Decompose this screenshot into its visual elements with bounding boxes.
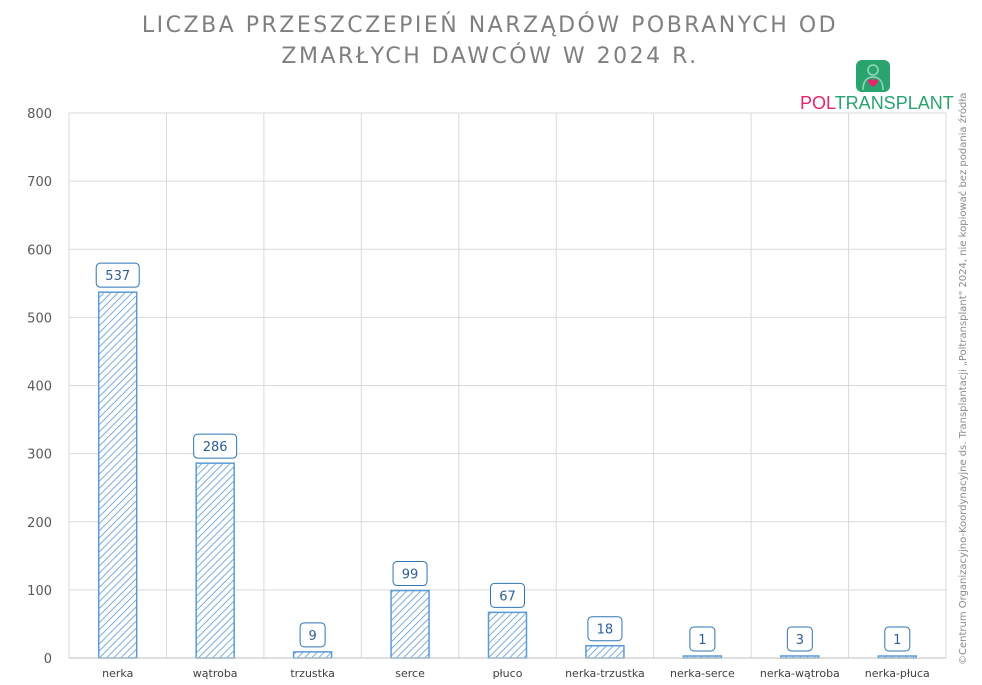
data-label-box — [587, 616, 623, 642]
y-tick-label: 500 — [27, 311, 52, 326]
x-tick-label: nerka — [102, 667, 133, 680]
y-tick-label: 0 — [44, 652, 52, 667]
data-label-box — [392, 561, 428, 587]
data-label-box — [884, 626, 911, 652]
y-tick-label: 200 — [27, 516, 52, 531]
y-tick-label: 300 — [27, 448, 52, 463]
data-label-box — [490, 582, 525, 608]
data-label-box — [193, 433, 238, 459]
x-tick-label: serce — [395, 667, 425, 680]
x-tick-label: nerka-wątroba — [760, 667, 840, 680]
y-tick-label: 400 — [27, 380, 52, 395]
data-label-box — [299, 622, 326, 648]
data-label: 99 — [402, 568, 419, 583]
data-label: 67 — [499, 589, 516, 604]
logo-text-pol: POL — [800, 93, 835, 113]
data-label-box — [689, 626, 716, 652]
data-label: 9 — [308, 629, 316, 644]
data-label: 286 — [203, 440, 228, 455]
chart-title: LICZBA PRZESZCZEPIEŃ NARZĄDÓW POBRANYCH … — [80, 10, 900, 72]
y-tick-label: 800 — [27, 107, 52, 122]
bar-wątroba — [195, 462, 235, 659]
bar-nerka-trzustka — [585, 644, 625, 659]
x-tick-label: nerka-trzustka — [565, 667, 645, 680]
y-tick-label: 100 — [27, 584, 52, 599]
poltransplant-logo: POLTRANSPLANT — [800, 60, 954, 116]
bar-płuco — [487, 611, 528, 659]
data-label-box — [786, 626, 813, 652]
bar-trzustka — [292, 651, 333, 659]
x-tick-label: wątroba — [193, 667, 238, 680]
data-label: 1 — [698, 633, 706, 648]
y-tick-label: 700 — [27, 175, 52, 190]
chart-title-line-1: LICZBA PRZESZCZEPIEŃ NARZĄDÓW POBRANYCH … — [141, 13, 839, 38]
bar-serce — [390, 589, 430, 659]
x-tick-label: nerka-serce — [670, 667, 735, 680]
bar-nerka — [97, 291, 138, 659]
data-label: 1 — [893, 633, 901, 648]
x-tick-label: trzustka — [290, 667, 335, 680]
data-label: 3 — [796, 633, 804, 648]
chart-title-line-2: ZMARŁYCH DAWCÓW W 2024 R. — [281, 44, 699, 69]
y-tick-label: 600 — [27, 243, 52, 258]
logo-text: POLTRANSPLANT — [800, 93, 954, 114]
data-label: 537 — [105, 269, 130, 284]
data-label-box — [95, 262, 140, 288]
x-tick-label: nerka-płuca — [865, 667, 930, 680]
logo-text-transplant: TRANSPLANT — [834, 93, 954, 113]
data-label: 18 — [597, 623, 614, 638]
organ-donor-icon — [856, 60, 890, 92]
x-tick-label: płuco — [493, 667, 523, 680]
